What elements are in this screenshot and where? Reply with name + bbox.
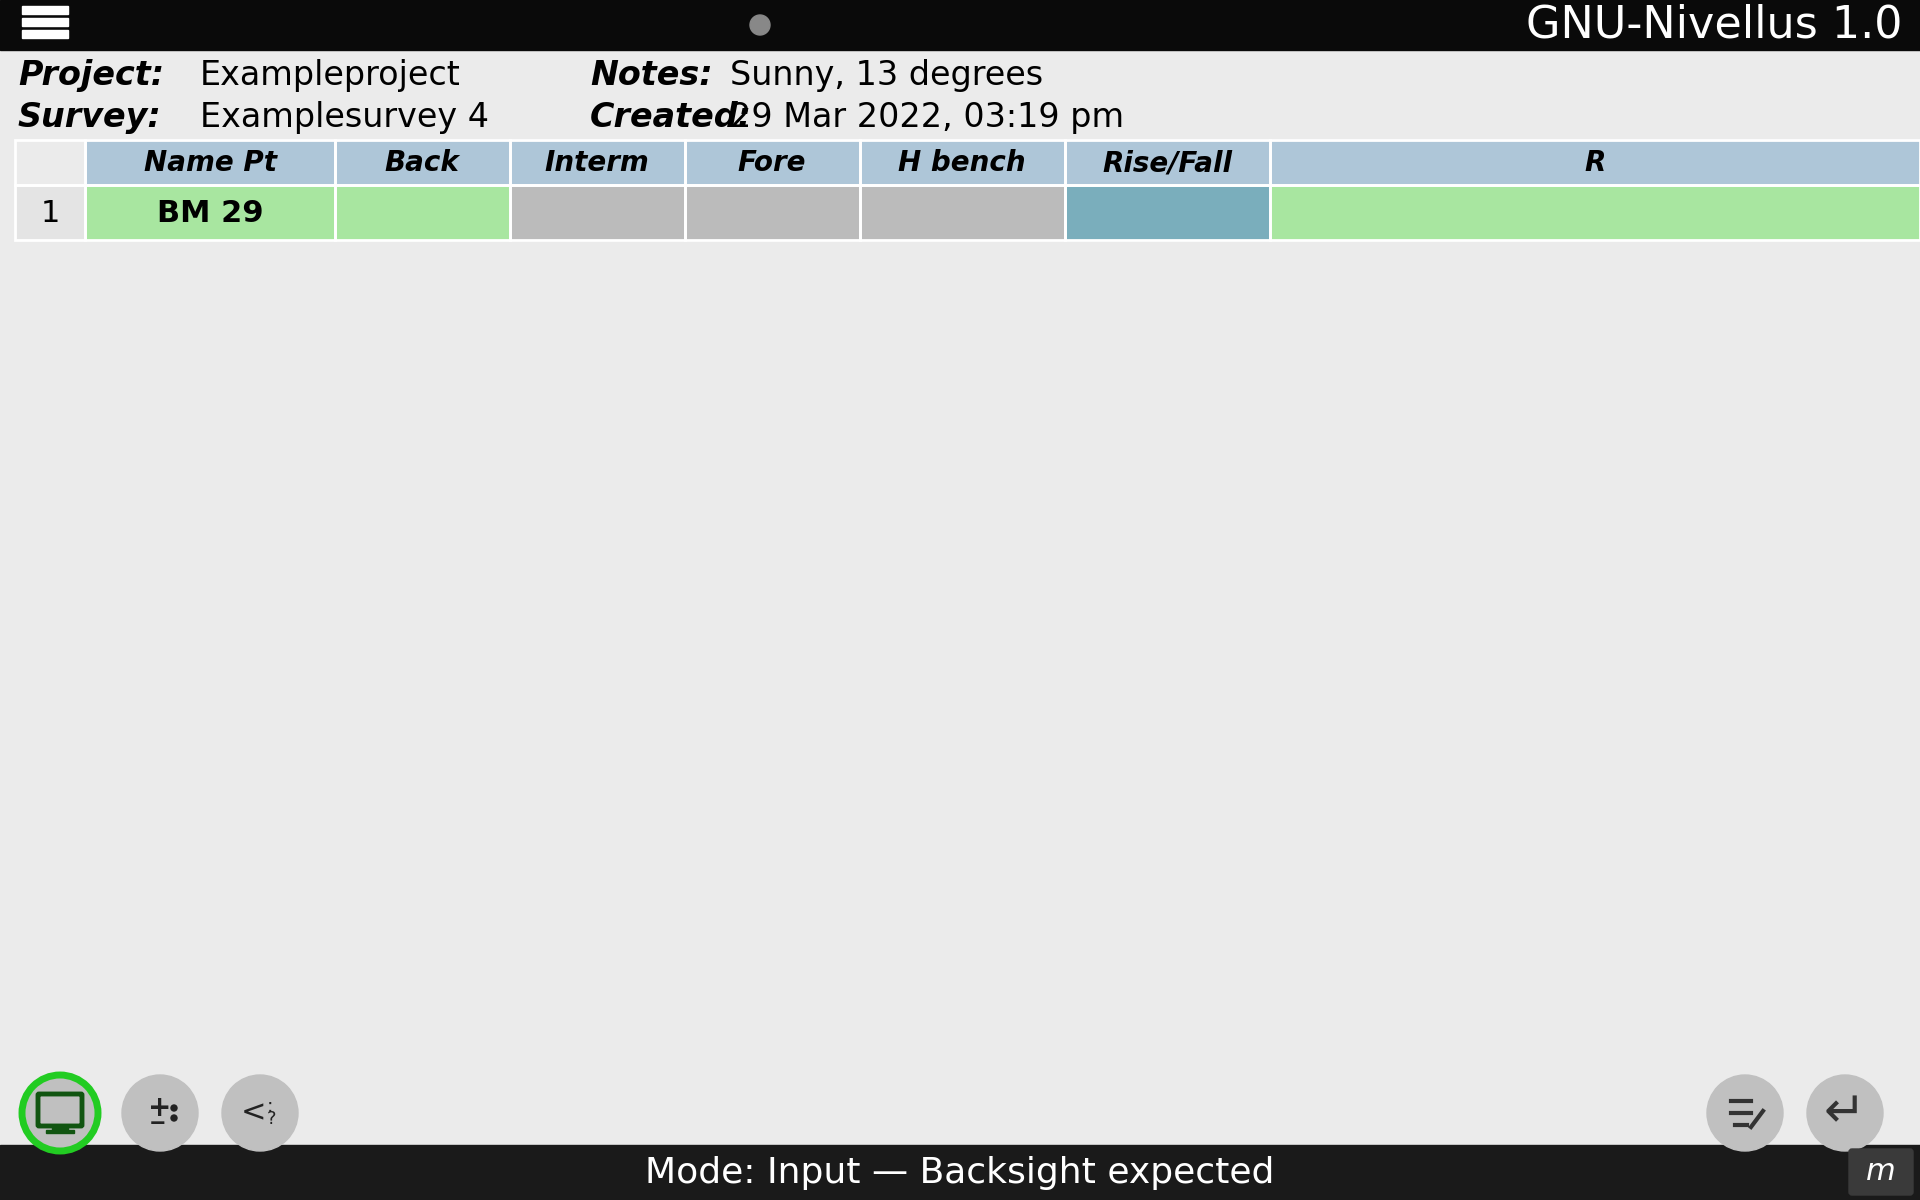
Circle shape <box>21 1075 98 1151</box>
Circle shape <box>123 1075 198 1151</box>
Circle shape <box>1707 1075 1784 1151</box>
Bar <box>511 185 685 240</box>
Bar <box>1066 140 1269 185</box>
Bar <box>1269 140 1920 185</box>
Circle shape <box>171 1105 177 1111</box>
Bar <box>860 185 1066 240</box>
Bar <box>511 140 685 185</box>
Bar <box>0 0 1920 50</box>
Bar <box>334 185 511 240</box>
Text: Exampleproject: Exampleproject <box>200 59 461 91</box>
Text: BM 29: BM 29 <box>157 198 263 228</box>
Bar <box>1066 140 1269 185</box>
Bar <box>860 140 1066 185</box>
Text: ?: ? <box>267 1110 276 1128</box>
Bar <box>21 6 67 14</box>
Bar <box>1066 185 1269 240</box>
Bar <box>15 185 84 240</box>
Bar <box>84 185 334 240</box>
Bar <box>860 140 1066 185</box>
Circle shape <box>171 1115 177 1121</box>
Text: Examplesurvey 4: Examplesurvey 4 <box>200 101 490 134</box>
Text: m: m <box>1866 1158 1895 1187</box>
Bar <box>84 140 334 185</box>
Bar <box>0 50 1920 140</box>
Text: Survey:: Survey: <box>17 101 161 134</box>
Bar <box>84 185 334 240</box>
Text: :: : <box>267 1098 273 1116</box>
Bar <box>15 185 84 240</box>
Bar <box>334 185 511 240</box>
Text: Fore: Fore <box>737 149 806 176</box>
Text: 29 Mar 2022, 03:19 pm: 29 Mar 2022, 03:19 pm <box>730 101 1123 134</box>
Bar <box>21 30 67 38</box>
Bar <box>1269 140 1920 185</box>
Text: Created:: Created: <box>589 101 753 134</box>
Text: R: R <box>1584 149 1605 176</box>
Text: Back: Back <box>384 149 459 176</box>
Text: +: + <box>148 1094 171 1122</box>
Circle shape <box>223 1075 298 1151</box>
Text: Mode: Input — Backsight expected: Mode: Input — Backsight expected <box>645 1156 1275 1190</box>
Bar <box>685 140 860 185</box>
Text: Sunny, 13 degrees: Sunny, 13 degrees <box>730 59 1043 91</box>
FancyBboxPatch shape <box>1849 1150 1912 1195</box>
Circle shape <box>1807 1075 1884 1151</box>
Bar <box>334 140 511 185</box>
Text: Notes:: Notes: <box>589 59 712 91</box>
Bar <box>685 185 860 240</box>
Text: ‒: ‒ <box>150 1114 165 1133</box>
Bar <box>1269 185 1920 240</box>
Circle shape <box>751 14 770 35</box>
Text: <: < <box>242 1098 267 1128</box>
Text: 1: 1 <box>40 198 60 228</box>
Text: ↵: ↵ <box>1824 1090 1866 1138</box>
Text: GNU-Nivellus 1.0: GNU-Nivellus 1.0 <box>1526 4 1903 47</box>
Bar <box>860 185 1066 240</box>
Bar <box>1066 185 1269 240</box>
Bar <box>334 140 511 185</box>
Bar <box>0 1145 1920 1200</box>
Bar <box>511 140 685 185</box>
Bar <box>1269 185 1920 240</box>
Bar <box>685 185 860 240</box>
Bar <box>511 185 685 240</box>
Text: Project:: Project: <box>17 59 163 91</box>
Text: Interm: Interm <box>545 149 649 176</box>
Bar <box>21 18 67 26</box>
Text: H bench: H bench <box>899 149 1025 176</box>
Bar <box>84 140 334 185</box>
Bar <box>52 1126 67 1132</box>
Text: Rise/Fall: Rise/Fall <box>1102 149 1233 176</box>
Bar <box>46 1130 75 1133</box>
Bar <box>685 140 860 185</box>
Bar <box>15 140 84 185</box>
Bar <box>15 140 84 185</box>
Text: Name Pt: Name Pt <box>144 149 276 176</box>
